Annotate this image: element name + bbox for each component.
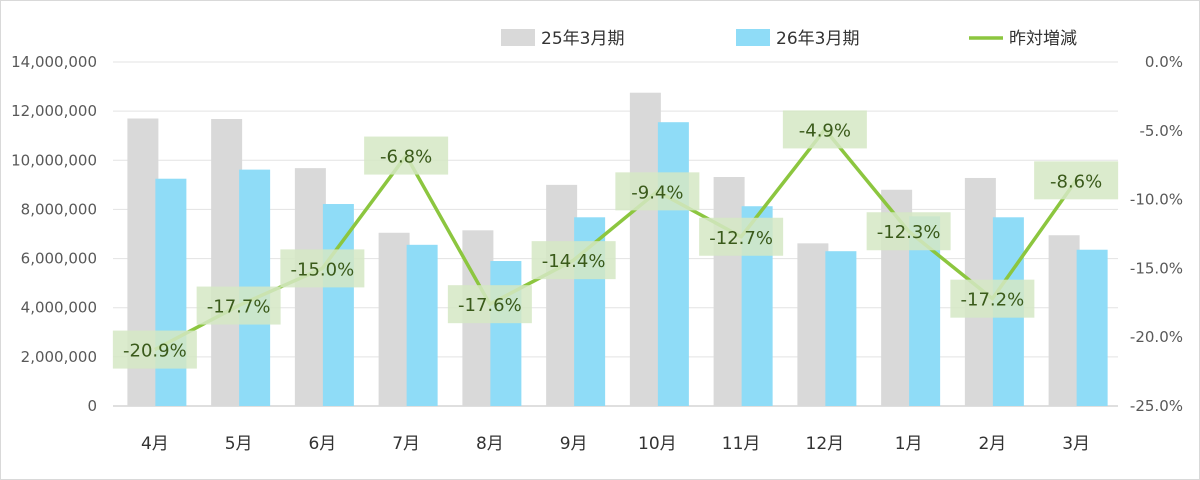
legend-item-yoy-change-label: 昨対増減 [1009,29,1077,49]
category-label: 9月 [560,434,588,454]
bar-current-year [322,204,354,406]
data-label: -15.0% [291,259,355,280]
bar-prev-year [629,92,661,406]
bar-prev-year [1048,235,1080,406]
bar-current-year [825,251,857,406]
bar-prev-year [211,119,243,407]
left-tick-label: 2,000,000 [21,348,97,366]
data-label: -17.6% [458,295,522,316]
bar-prev-year [546,184,578,406]
left-tick-label: 8,000,000 [21,200,97,218]
data-label: -8.6% [1050,171,1102,192]
legend-item-current-year-swatch [736,29,770,46]
data-label-box [1034,161,1119,200]
category-axis: 4月 5月 6月 7月 8月 9月 10月 11月 12月 1月 2月 3月 [141,434,1090,454]
data-label-box [280,249,365,288]
category-label: 4月 [141,434,169,454]
category-label: 5月 [225,434,253,454]
data-label: -17.2% [961,290,1025,311]
data-label-box [950,279,1035,318]
data-label: -17.7% [207,297,271,318]
data-label-box [866,212,951,251]
right-tick-label: -10.0% [1130,191,1183,209]
line-series: -20.9% -17.7% -15.0% -6.8% -17.6% -14.4% -9.4%… [112,110,1119,369]
right-tick-label: -20.0% [1130,328,1183,346]
category-label: 11月 [722,434,761,454]
data-label: -4.9% [799,120,851,141]
left-tick-label: 10,000,000 [11,151,97,169]
left-tick-label: 14,000,000 [11,53,97,71]
left-tick-label: 6,000,000 [21,250,97,268]
data-label-box [531,241,616,280]
category-label: 6月 [308,434,336,454]
right-tick-label: -15.0% [1130,259,1183,277]
data-label: -9.4% [631,182,683,203]
data-label-box [699,217,784,256]
right-tick-label: 0.0% [1145,53,1183,71]
legend-item-prev-year-swatch [501,29,535,46]
bar-current-year [490,261,522,406]
right-tick-label: -5.0% [1139,122,1183,140]
data-label: -6.8% [380,147,432,168]
data-label: -14.4% [542,251,606,272]
bar-prev-year [378,232,410,406]
data-label: -12.3% [877,222,941,243]
bar-current-year [155,178,187,406]
bar-series [127,92,1108,407]
data-label-box [447,285,532,324]
data-label-box [364,136,449,175]
category-label: 8月 [476,434,504,454]
legend: 25年3月期 26年3月期 昨対増減 [501,29,1077,49]
bar-current-year [406,244,438,406]
legend-item-current-year-label: 26年3月期 [776,29,859,49]
left-tick-label: 4,000,000 [21,299,97,317]
data-label-box [196,286,281,325]
left-axis: 0 2,000,000 4,000,000 6,000,000 8,000,000 10,… [11,53,97,415]
bar-prev-year [797,243,829,406]
category-label: 10月 [638,434,677,454]
data-label-box [782,110,867,149]
left-tick-label: 0 [87,397,97,415]
category-label: 7月 [392,434,420,454]
legend-item-prev-year-label: 25年3月期 [541,29,624,49]
data-label: -20.9% [123,341,187,362]
data-label-box [615,172,700,211]
data-label-box [112,330,197,369]
bar-current-year [1076,249,1108,406]
category-label: 2月 [978,434,1006,454]
category-label: 12月 [806,434,845,454]
bar-prev-year [713,176,745,406]
bar-current-year [657,122,689,406]
right-tick-label: -25.0% [1130,397,1183,415]
data-label: -12.7% [709,228,773,249]
category-label: 1月 [895,434,923,454]
category-label: 3月 [1062,434,1090,454]
right-axis: 0.0% -5.0% -10.0% -15.0% -20.0% -25.0% [1130,53,1183,415]
left-tick-label: 12,000,000 [11,102,97,120]
